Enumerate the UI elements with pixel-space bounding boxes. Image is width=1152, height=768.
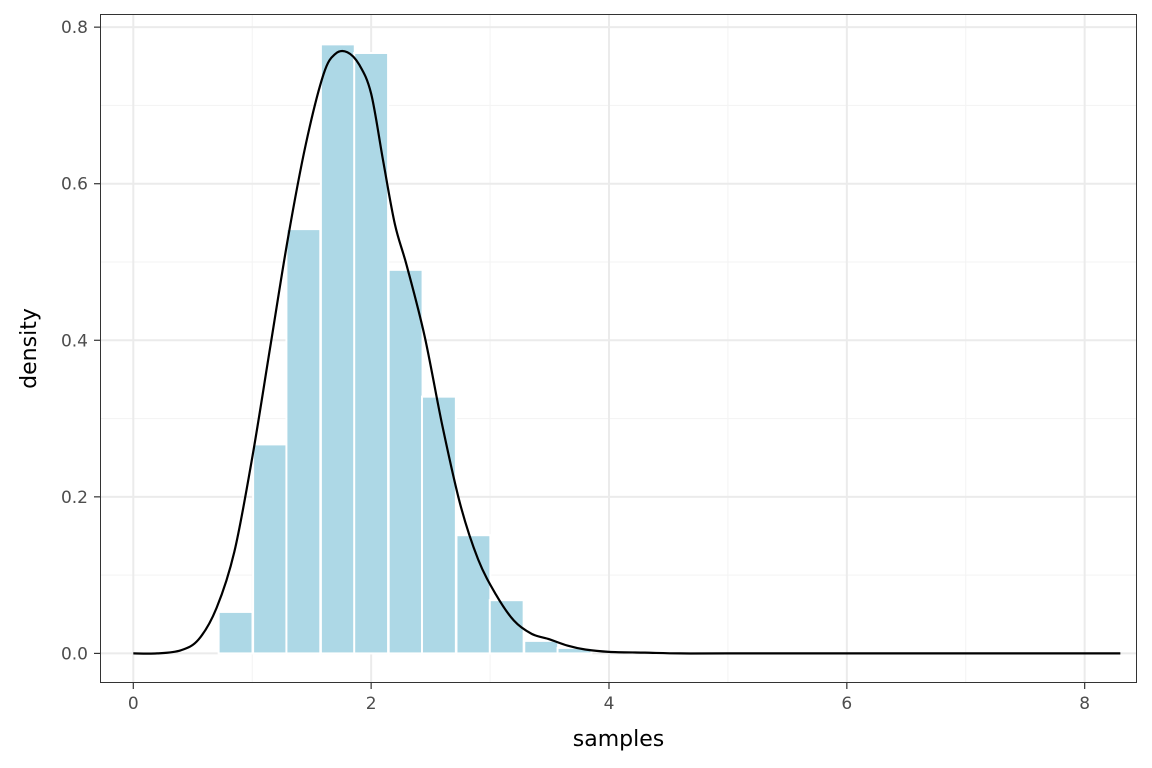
y-tick-label: 0.0	[61, 644, 88, 664]
histogram-bar	[217, 610, 254, 655]
histogram-bar	[319, 43, 356, 655]
x-tick-label: 4	[604, 694, 615, 714]
histogram-bar	[285, 228, 322, 655]
x-axis-ticks: 0 2 4 6 8	[128, 683, 1090, 714]
x-tick-label: 0	[128, 694, 139, 714]
histogram-bar	[252, 443, 289, 655]
y-tick-label: 0.6	[61, 175, 88, 195]
y-tick-label: 0.8	[61, 18, 88, 38]
histogram-bar	[523, 639, 560, 655]
y-tick-label: 0.2	[61, 488, 88, 508]
histogram-bar	[455, 534, 492, 655]
histogram-bars	[217, 43, 593, 655]
density-curve	[133, 49, 1121, 655]
y-axis-ticks: 0.0 0.2 0.4 0.6 0.8	[61, 18, 100, 664]
histogram-bar	[387, 268, 424, 655]
y-tick-label: 0.4	[61, 331, 88, 351]
panel-border	[100, 14, 1137, 683]
histogram-bar	[420, 395, 457, 655]
histogram-bar	[488, 599, 525, 655]
x-tick-label: 2	[366, 694, 377, 714]
histogram-bar	[353, 51, 390, 655]
x-tick-label: 6	[841, 694, 852, 714]
x-tick-label: 8	[1079, 694, 1090, 714]
x-axis-title: samples	[573, 727, 664, 752]
y-axis-title: density	[17, 308, 42, 389]
